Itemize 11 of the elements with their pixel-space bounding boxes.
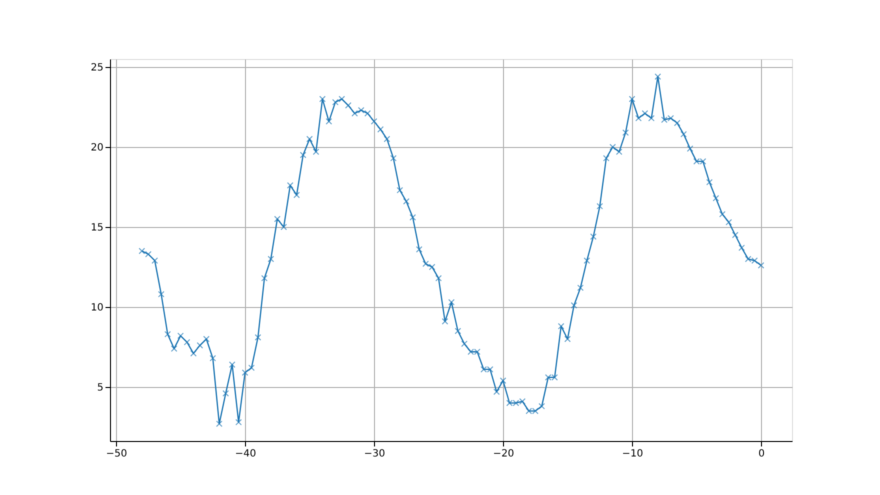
y-tick-label: 20 xyxy=(90,142,104,154)
x-tick-label: 0 xyxy=(758,448,765,460)
y-tick-label: 10 xyxy=(90,302,104,314)
y-tick-label: 15 xyxy=(90,222,104,234)
x-tick-label: −10 xyxy=(622,448,644,460)
x-tick-label: −40 xyxy=(235,448,256,460)
y-tick-label: 25 xyxy=(90,62,104,74)
x-tick-label: −20 xyxy=(492,448,514,460)
x-tick-label: −30 xyxy=(364,448,386,460)
y-tick-label: 5 xyxy=(97,382,104,394)
x-tick-label: −50 xyxy=(106,448,128,460)
